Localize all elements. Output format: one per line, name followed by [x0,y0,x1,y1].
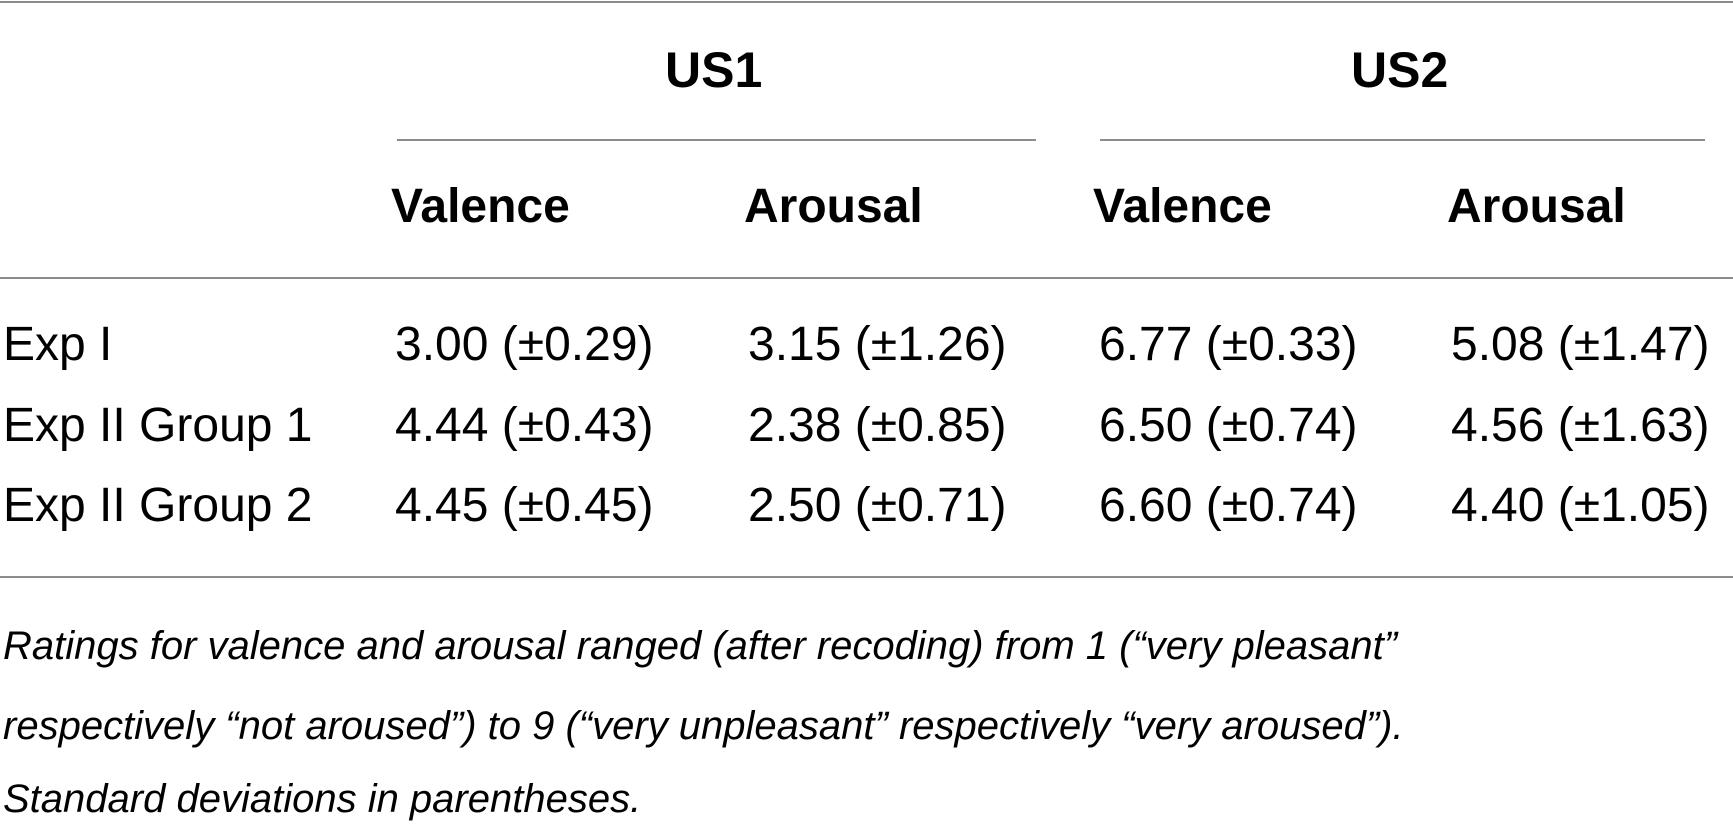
footnote-line-3: Standard deviations in parentheses. [3,777,642,821]
row-label: Exp II Group 2 [3,479,313,532]
row-label: Exp I [3,318,113,371]
table-bottom-rule [0,576,1733,578]
footnote-line-2: respectively “not aroused”) to 9 (“very … [3,704,1404,748]
table-cell: 4.45 (±0.45) [395,479,654,532]
table-cell: 3.00 (±0.29) [395,318,654,371]
group-header-us1: US1 [665,42,763,98]
table-cell: 6.77 (±0.33) [1099,318,1358,371]
us2-span-rule [1100,139,1705,141]
table-cell: 2.38 (±0.85) [748,399,1007,452]
table-cell: 4.44 (±0.43) [395,399,654,452]
table-cell: 4.40 (±1.05) [1451,479,1710,532]
table-cell: 6.60 (±0.74) [1099,479,1358,532]
header-bottom-rule [0,277,1733,279]
group-header-us2: US2 [1351,42,1449,98]
column-header-us2-valence: Valence [1093,180,1272,233]
table-cell: 5.08 (±1.47) [1451,318,1710,371]
row-label: Exp II Group 1 [3,399,313,452]
table-cell: 6.50 (±0.74) [1099,399,1358,452]
table-cell: 2.50 (±0.71) [748,479,1007,532]
table-top-rule [0,1,1733,3]
column-header-us2-arousal: Arousal [1447,180,1626,233]
table-cell: 4.56 (±1.63) [1451,399,1710,452]
table-cell: 3.15 (±1.26) [748,318,1007,371]
footnote-line-1: Ratings for valence and arousal ranged (… [3,624,1398,668]
column-header-us1-arousal: Arousal [744,180,923,233]
column-header-us1-valence: Valence [391,180,570,233]
us1-span-rule [397,139,1036,141]
